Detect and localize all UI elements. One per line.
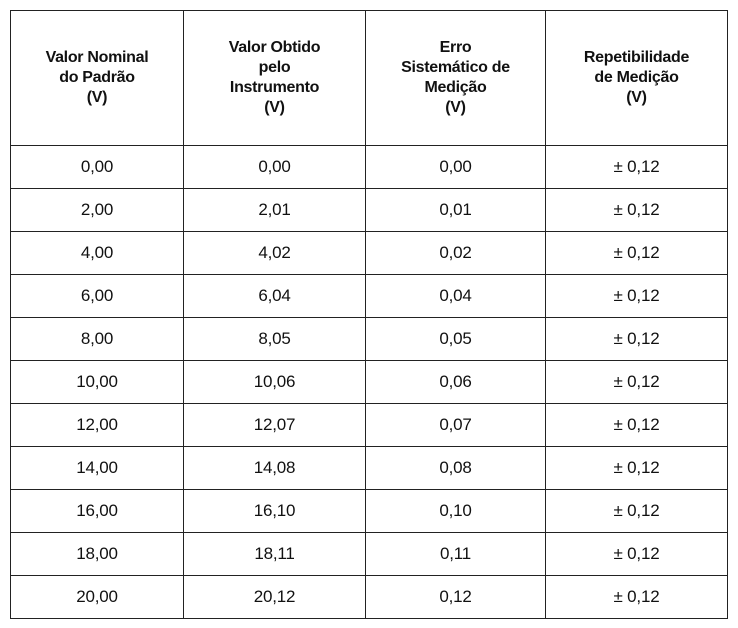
table-cell: ± 0,12 — [545, 145, 728, 189]
header-line: Instrumento — [229, 79, 320, 96]
table-cell: 0,00 — [365, 145, 546, 189]
table-cell: 8,05 — [183, 317, 366, 361]
header-line: pelo — [258, 59, 291, 76]
table-body: 0,00 0,00 0,00 ± 0,12 2,00 2,01 0,01 ± 0,12 4,00… — [10, 145, 728, 619]
table-cell: 0,08 — [365, 446, 546, 490]
table-cell: 20,12 — [183, 575, 366, 619]
header-cell: Repetibilidade de Medição (V) — [545, 10, 728, 146]
table-cell: 0,11 — [365, 532, 546, 576]
table-cell: 16,10 — [183, 489, 366, 533]
table-cell: ± 0,12 — [545, 317, 728, 361]
table-cell: ± 0,12 — [545, 188, 728, 232]
table-cell: 2,01 — [183, 188, 366, 232]
table-row: 10,00 10,06 0,06 ± 0,12 — [10, 360, 728, 404]
table-cell: 0,00 — [183, 145, 366, 189]
table-cell: ± 0,12 — [545, 360, 728, 404]
table-row: 4,00 4,02 0,02 ± 0,12 — [10, 231, 728, 275]
table-cell: 2,00 — [10, 188, 184, 232]
table-cell: 0,10 — [365, 489, 546, 533]
table-cell: 0,05 — [365, 317, 546, 361]
table-cell: 4,02 — [183, 231, 366, 275]
table-cell: 12,00 — [10, 403, 184, 447]
table-cell: 6,04 — [183, 274, 366, 318]
table-row: 20,00 20,12 0,12 ± 0,12 — [10, 575, 728, 619]
table-cell: ± 0,12 — [545, 403, 728, 447]
header-line: do Padrão — [59, 69, 135, 86]
table-cell: 10,06 — [183, 360, 366, 404]
table-cell: 0,00 — [10, 145, 184, 189]
table-cell: ± 0,12 — [545, 231, 728, 275]
header-line: Erro — [439, 39, 472, 56]
table-cell: 0,12 — [365, 575, 546, 619]
header-line: (V) — [445, 99, 466, 116]
table-row: 16,00 16,10 0,10 ± 0,12 — [10, 489, 728, 533]
table-cell: ± 0,12 — [545, 489, 728, 533]
header-line: Valor Obtido — [228, 39, 321, 56]
table-cell: 0,01 — [365, 188, 546, 232]
data-table: Valor Nominal do Padrão (V) Valor Obtido pel… — [10, 10, 728, 619]
table-cell: 14,00 — [10, 446, 184, 490]
table-cell: 4,00 — [10, 231, 184, 275]
table-cell: ± 0,12 — [545, 575, 728, 619]
table-cell: 18,00 — [10, 532, 184, 576]
header-line: Sistemático de — [401, 59, 510, 76]
table-row: 6,00 6,04 0,04 ± 0,12 — [10, 274, 728, 318]
table-row: 2,00 2,01 0,01 ± 0,12 — [10, 188, 728, 232]
table-cell: ± 0,12 — [545, 532, 728, 576]
table-cell: 10,00 — [10, 360, 184, 404]
table-cell: 0,02 — [365, 231, 546, 275]
table-cell: ± 0,12 — [545, 446, 728, 490]
header-line: Valor Nominal — [45, 49, 149, 66]
table-cell: 0,06 — [365, 360, 546, 404]
header-line: (V) — [626, 89, 647, 106]
table-cell: 14,08 — [183, 446, 366, 490]
header-line: Repetibilidade — [583, 49, 690, 66]
table-cell: 16,00 — [10, 489, 184, 533]
table-row: 12,00 12,07 0,07 ± 0,12 — [10, 403, 728, 447]
table-cell: ± 0,12 — [545, 274, 728, 318]
header-cell: Erro Sistemático de Medição (V) — [365, 10, 546, 146]
header-cell: Valor Obtido pelo Instrumento (V) — [183, 10, 366, 146]
header-line: de Medição — [594, 69, 679, 86]
header-line: Medição — [424, 79, 487, 96]
header-row: Valor Nominal do Padrão (V) Valor Obtido pel… — [10, 10, 728, 146]
table-cell: 6,00 — [10, 274, 184, 318]
table-header: Valor Nominal do Padrão (V) Valor Obtido pel… — [10, 10, 728, 146]
table-cell: 0,04 — [365, 274, 546, 318]
table-cell: 20,00 — [10, 575, 184, 619]
table-row: 0,00 0,00 0,00 ± 0,12 — [10, 145, 728, 189]
table-row: 8,00 8,05 0,05 ± 0,12 — [10, 317, 728, 361]
header-cell: Valor Nominal do Padrão (V) — [10, 10, 184, 146]
table-cell: 8,00 — [10, 317, 184, 361]
header-line: (V) — [86, 89, 108, 106]
table-row: 18,00 18,11 0,11 ± 0,12 — [10, 532, 728, 576]
table-row: 14,00 14,08 0,08 ± 0,12 — [10, 446, 728, 490]
table-cell: 18,11 — [183, 532, 366, 576]
header-line: (V) — [264, 99, 285, 116]
table-cell: 12,07 — [183, 403, 366, 447]
table-cell: 0,07 — [365, 403, 546, 447]
